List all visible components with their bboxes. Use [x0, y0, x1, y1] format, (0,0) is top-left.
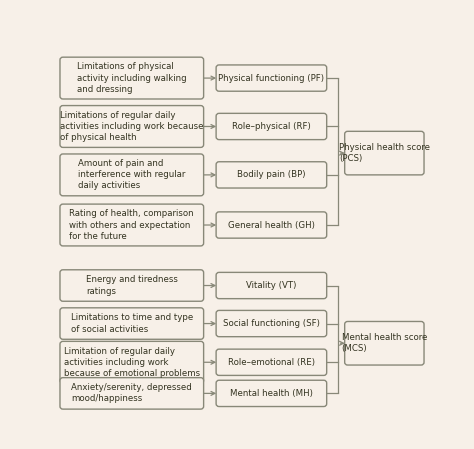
FancyBboxPatch shape [60, 204, 204, 246]
FancyBboxPatch shape [216, 65, 327, 91]
FancyBboxPatch shape [60, 57, 204, 99]
Text: Rating of health, comparison
with others and expectation
for the future: Rating of health, comparison with others… [70, 209, 194, 241]
Text: General health (GH): General health (GH) [228, 220, 315, 229]
Text: Limitations of regular daily
activities including work because
of physical healt: Limitations of regular daily activities … [60, 111, 203, 142]
FancyBboxPatch shape [216, 113, 327, 140]
Text: Energy and tiredness
ratings: Energy and tiredness ratings [86, 276, 178, 295]
Text: Amount of pain and
interference with regular
daily activities: Amount of pain and interference with reg… [78, 159, 185, 190]
Text: Physical functioning (PF): Physical functioning (PF) [219, 74, 324, 83]
FancyBboxPatch shape [345, 131, 424, 175]
Text: Social functioning (SF): Social functioning (SF) [223, 319, 320, 328]
FancyBboxPatch shape [60, 378, 204, 409]
Text: Mental health score
(MCS): Mental health score (MCS) [342, 333, 427, 353]
FancyBboxPatch shape [216, 310, 327, 337]
FancyBboxPatch shape [60, 270, 204, 301]
Text: Role–physical (RF): Role–physical (RF) [232, 122, 311, 131]
Text: Limitations of physical
activity including walking
and dressing: Limitations of physical activity includi… [77, 62, 187, 94]
Text: Vitality (VT): Vitality (VT) [246, 281, 297, 290]
FancyBboxPatch shape [345, 321, 424, 365]
FancyBboxPatch shape [60, 308, 204, 339]
FancyBboxPatch shape [216, 212, 327, 238]
FancyBboxPatch shape [216, 162, 327, 188]
FancyBboxPatch shape [60, 154, 204, 196]
FancyBboxPatch shape [216, 349, 327, 375]
Text: Mental health (MH): Mental health (MH) [230, 389, 313, 398]
FancyBboxPatch shape [60, 341, 204, 383]
Text: Limitations to time and type
of social activities: Limitations to time and type of social a… [71, 313, 193, 334]
Text: Physical health score
(PCS): Physical health score (PCS) [339, 143, 430, 163]
Text: Bodily pain (BP): Bodily pain (BP) [237, 170, 306, 180]
Text: Role–emotional (RE): Role–emotional (RE) [228, 358, 315, 367]
FancyBboxPatch shape [60, 106, 204, 147]
FancyBboxPatch shape [216, 380, 327, 406]
Text: Limitation of regular daily
activities including work
because of emotional probl: Limitation of regular daily activities i… [64, 347, 200, 378]
FancyBboxPatch shape [216, 273, 327, 299]
Text: Anxiety/serenity, depressed
mood/happiness: Anxiety/serenity, depressed mood/happine… [72, 383, 192, 404]
